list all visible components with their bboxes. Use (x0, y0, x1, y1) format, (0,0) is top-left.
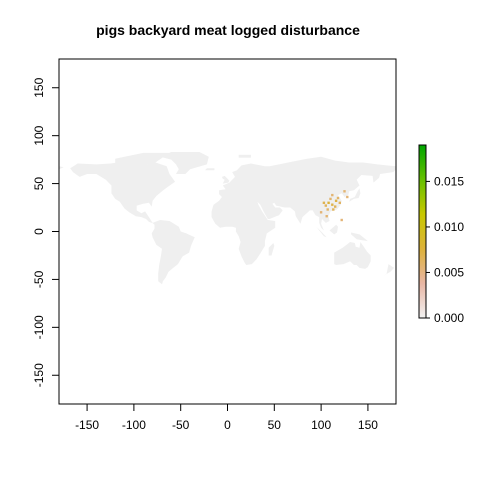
legend-color-bar (418, 144, 427, 319)
x-tick-label: -50 (172, 418, 190, 432)
y-tick-label: 100 (32, 125, 46, 145)
hotspot-cell-12 (325, 215, 328, 218)
landmass-australia (334, 242, 371, 269)
x-tick-label: 100 (311, 418, 331, 432)
landmass-new-guinea (351, 232, 368, 242)
legend-tick-label: 0.000 (434, 311, 464, 325)
hotspot-layer (319, 190, 349, 222)
legend-tick-label: 0.010 (434, 220, 464, 234)
landmass-greenland (160, 152, 209, 174)
y-tick-label: 50 (32, 177, 46, 191)
hotspot-cell-10 (326, 208, 329, 211)
hotspot-cell-3 (332, 208, 335, 211)
hotspot-cell-16 (331, 193, 334, 197)
legend-tick-label: 0.005 (434, 265, 464, 279)
hotspot-cell-14 (340, 218, 343, 222)
hotspot-cell-0 (324, 204, 327, 207)
landmass-svalbard (238, 154, 251, 158)
hotspot-cell-8 (338, 201, 341, 204)
hotspot-cell-1 (327, 201, 330, 204)
landmass-indonesia-sumatra (316, 226, 327, 238)
chart-title: pigs backyard meat logged disturbance (96, 22, 360, 38)
y-tick-label: -100 (32, 315, 46, 339)
landmass-south-america (151, 220, 195, 285)
color-legend: 0.000 0.005 0.010 0.015 (418, 144, 464, 325)
landmass-arctic-islands (115, 152, 170, 165)
y-tick-label: -150 (32, 363, 46, 387)
x-tick-label: 150 (358, 418, 378, 432)
x-tick-label: -100 (122, 418, 146, 432)
landmass-arabia-gap-fill (251, 193, 262, 202)
hotspot-cell-7 (322, 201, 326, 204)
y-tick-label: 0 (32, 228, 46, 235)
landmass-iceland (205, 168, 215, 171)
hotspot-cell-15 (346, 195, 349, 199)
landmass-new-zealand (383, 264, 395, 276)
x-tick-label: 0 (224, 418, 231, 432)
landmass-indonesia-borneo (329, 224, 338, 235)
hotspot-cell-9 (334, 205, 337, 208)
landmass-japan (349, 188, 361, 202)
hotspot-cell-6 (329, 197, 332, 201)
landmass-alaska-west-tip (59, 166, 64, 170)
y-axis: -150 -100 -50 0 50 100 150 (32, 77, 60, 387)
landmass-madagascar (268, 243, 275, 256)
world-landmass (59, 152, 396, 285)
x-axis: -150 -100 -50 0 50 100 150 (75, 403, 378, 432)
hotspot-cell-11 (343, 190, 346, 193)
plot-frame (58, 58, 397, 405)
hotspot-cell-4 (334, 199, 338, 202)
landmass-north-america (70, 161, 176, 224)
y-tick-label: 150 (32, 77, 46, 97)
landmass-britain (221, 175, 230, 184)
landmass-africa-eurasia (211, 156, 396, 265)
x-tick-label: -150 (75, 418, 99, 432)
legend-ticks: 0.000 0.005 0.010 0.015 (426, 174, 464, 325)
y-tick-label: -50 (32, 270, 46, 288)
hotspot-cell-5 (336, 196, 340, 200)
x-tick-label: 50 (268, 418, 282, 432)
hotspot-cell-13 (319, 211, 323, 214)
hotspot-cell-2 (331, 203, 334, 206)
legend-tick-label: 0.015 (434, 174, 464, 188)
